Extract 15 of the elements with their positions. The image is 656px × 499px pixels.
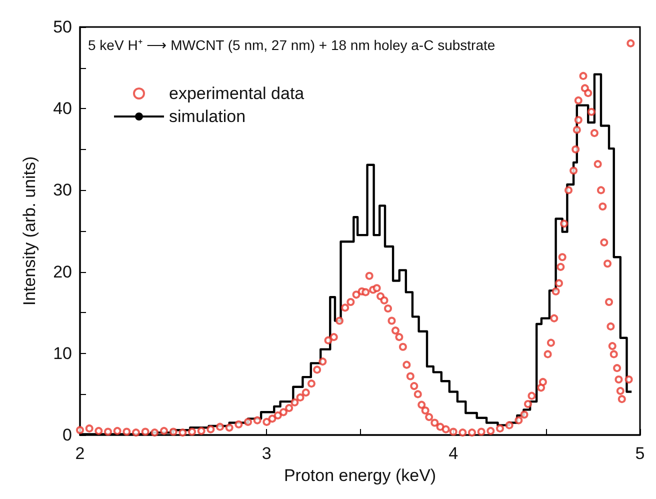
legend-label: simulation <box>169 107 246 126</box>
y-tick-label: 50 <box>53 18 72 36</box>
y-axis-title: Intensity (arb. units) <box>20 156 39 306</box>
x-tick-label: 5 <box>635 444 645 463</box>
y-tick-label: 40 <box>53 99 72 118</box>
x-axis-title: Proton energy (keV) <box>284 466 436 485</box>
y-tick-label: 10 <box>53 344 72 363</box>
x-tick-label: 3 <box>262 444 272 463</box>
annotation: 5 keV H⁺ ⟶ MWCNT (5 nm, 27 nm) + 18 nm holey a-C substrate <box>88 37 496 53</box>
y-tick-label: 20 <box>53 262 72 282</box>
x-tick-label: 2 <box>75 444 85 463</box>
x-tick-label: 4 <box>448 444 458 463</box>
legend-label: experimental data <box>169 84 305 103</box>
y-tick-label: 30 <box>53 180 72 200</box>
y-tick-label: 0 <box>62 426 72 444</box>
